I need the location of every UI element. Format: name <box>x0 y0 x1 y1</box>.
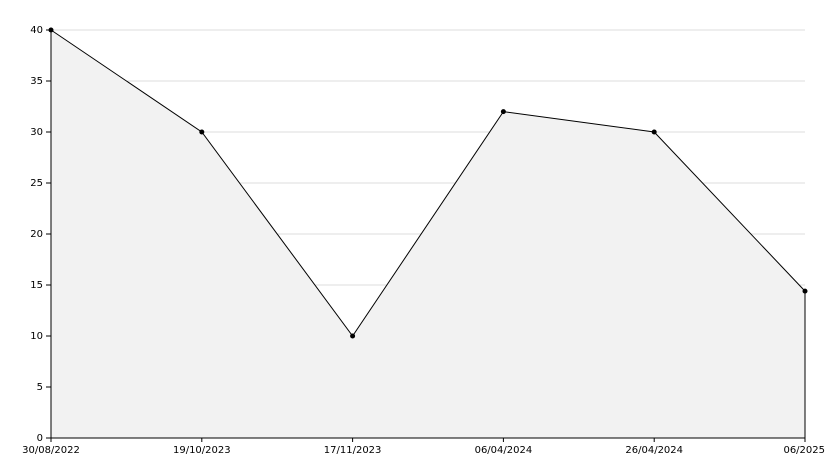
marker <box>199 129 205 135</box>
x-tick-label: 26/04/2024 <box>625 445 683 456</box>
y-tick-label: 15 <box>30 280 43 291</box>
x-tick-label: 06/04/2024 <box>475 445 533 456</box>
y-tick-label: 25 <box>30 178 43 189</box>
y-tick-label: 20 <box>30 229 43 240</box>
y-tick-label: 40 <box>30 25 43 36</box>
x-tick-label: 19/10/2023 <box>173 445 231 456</box>
y-tick-label: 5 <box>37 382 43 393</box>
y-tick-label: 10 <box>30 331 43 342</box>
marker <box>350 333 356 339</box>
area <box>51 30 805 438</box>
marker <box>651 129 657 135</box>
x-tick-label: 17/11/2023 <box>324 445 382 456</box>
y-tick-label: 30 <box>30 127 43 138</box>
y-tick-label: 0 <box>37 433 43 444</box>
marker <box>802 288 808 294</box>
x-tick-label: 30/08/2022 <box>22 445 80 456</box>
y-tick-label: 35 <box>30 76 43 87</box>
x-tick-label: 06/2025 <box>783 445 825 456</box>
line <box>50 29 806 337</box>
marker <box>500 109 506 115</box>
